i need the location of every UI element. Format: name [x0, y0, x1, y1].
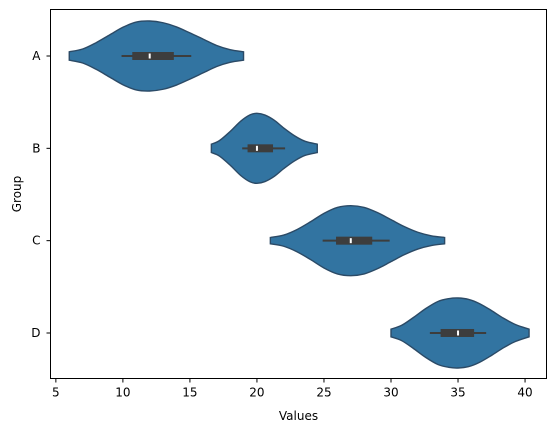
violin-median — [255, 145, 258, 151]
violin-a — [68, 20, 245, 92]
x-axis-label: Values — [279, 409, 318, 423]
x-tick-label: 10 — [115, 386, 130, 400]
violin-iqr-box — [247, 144, 274, 153]
y-axis: A B C D — [31, 49, 51, 340]
x-tick-label: 5 — [52, 386, 60, 400]
violin-median — [148, 53, 151, 59]
x-axis: 5 10 15 20 25 30 35 40 — [52, 378, 533, 400]
y-tick-label: B — [32, 141, 40, 155]
x-tick-label: 15 — [182, 386, 197, 400]
violin-iqr-box — [336, 236, 373, 245]
x-tick-label: 40 — [517, 386, 532, 400]
violin-d — [390, 297, 530, 369]
x-tick-label: 20 — [249, 386, 264, 400]
x-tick-label: 30 — [383, 386, 398, 400]
violin-c — [269, 204, 446, 277]
violin-median — [349, 238, 352, 244]
y-tick-label: A — [32, 49, 41, 63]
violin-median — [457, 330, 460, 336]
violin-iqr-box — [132, 52, 174, 60]
y-tick-label: D — [31, 326, 40, 340]
y-tick-label: C — [32, 234, 40, 248]
x-tick-label: 25 — [316, 386, 331, 400]
violin-b — [210, 112, 318, 185]
y-axis-label: Group — [10, 176, 24, 213]
violins-layer — [68, 20, 530, 369]
plot-frame — [50, 9, 547, 379]
x-tick-label: 35 — [450, 386, 465, 400]
